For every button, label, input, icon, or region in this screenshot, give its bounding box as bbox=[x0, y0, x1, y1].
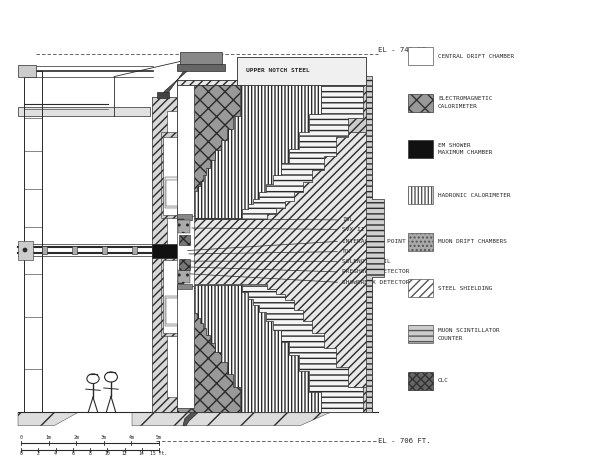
Bar bbox=[157, 92, 169, 98]
Bar bbox=[177, 216, 194, 286]
Bar bbox=[178, 220, 190, 233]
Text: 4m: 4m bbox=[128, 435, 134, 440]
Text: CENTRAL DRIFT CHAMBER: CENTRAL DRIFT CHAMBER bbox=[438, 54, 514, 59]
Polygon shape bbox=[18, 412, 78, 426]
Bar bbox=[177, 286, 194, 408]
Bar bbox=[408, 325, 433, 343]
Bar bbox=[408, 233, 433, 251]
Bar bbox=[178, 219, 184, 223]
Bar bbox=[179, 259, 190, 270]
Text: 0: 0 bbox=[20, 435, 22, 440]
Bar bbox=[177, 64, 225, 71]
Polygon shape bbox=[132, 412, 330, 426]
Bar bbox=[18, 241, 33, 260]
Polygon shape bbox=[177, 286, 240, 412]
Text: MUON DRIFT CHAMBERS: MUON DRIFT CHAMBERS bbox=[438, 239, 507, 244]
Text: 15 ft.: 15 ft. bbox=[151, 451, 167, 456]
Text: END
PLUG
BOX: END PLUG BOX bbox=[167, 292, 176, 306]
Text: EL - 745 FT.: EL - 745 FT. bbox=[378, 47, 431, 53]
Bar bbox=[165, 177, 182, 208]
Text: 10: 10 bbox=[104, 451, 110, 456]
Text: HADRONIC CALORIMETER: HADRONIC CALORIMETER bbox=[438, 193, 511, 198]
Bar bbox=[132, 246, 137, 254]
Text: 3m: 3m bbox=[101, 435, 107, 440]
Text: 12: 12 bbox=[122, 451, 127, 456]
Text: CLC: CLC bbox=[438, 378, 449, 383]
Text: COUNTER: COUNTER bbox=[438, 336, 463, 341]
Text: STEEL SHIELDING: STEEL SHIELDING bbox=[438, 286, 493, 290]
Bar bbox=[165, 296, 182, 326]
Bar bbox=[408, 279, 433, 297]
Bar bbox=[237, 57, 366, 85]
Bar bbox=[408, 47, 433, 65]
Bar bbox=[178, 270, 190, 283]
Text: TOF: TOF bbox=[342, 249, 353, 254]
Bar bbox=[408, 140, 433, 158]
Polygon shape bbox=[177, 85, 369, 132]
Bar bbox=[408, 372, 433, 390]
Bar bbox=[178, 280, 184, 284]
Polygon shape bbox=[366, 76, 384, 412]
Text: 0: 0 bbox=[20, 451, 22, 456]
Text: 4: 4 bbox=[54, 451, 57, 456]
Bar bbox=[166, 180, 181, 206]
Text: SVX II: SVX II bbox=[342, 227, 364, 232]
Bar bbox=[163, 260, 187, 333]
Polygon shape bbox=[177, 85, 240, 217]
Text: 6: 6 bbox=[71, 451, 74, 456]
Text: MAXIMUM CHAMBER: MAXIMUM CHAMBER bbox=[438, 150, 493, 156]
Bar bbox=[177, 80, 372, 412]
Bar bbox=[102, 246, 107, 254]
Polygon shape bbox=[177, 387, 369, 412]
Text: ELECTROMAGNETIC: ELECTROMAGNETIC bbox=[438, 96, 493, 101]
Text: EM SHOWER: EM SHOWER bbox=[438, 142, 470, 148]
Text: 2: 2 bbox=[37, 451, 40, 456]
Text: 8: 8 bbox=[89, 451, 91, 456]
Bar bbox=[166, 298, 181, 324]
Polygon shape bbox=[183, 384, 228, 426]
Bar bbox=[72, 246, 77, 254]
Text: 5m: 5m bbox=[156, 435, 162, 440]
Text: EL - 706 FT.: EL - 706 FT. bbox=[378, 438, 431, 444]
Bar bbox=[408, 186, 433, 204]
Text: MUON SCINTILLATOR: MUON SCINTILLATOR bbox=[438, 328, 500, 333]
Bar bbox=[177, 85, 194, 218]
Bar bbox=[180, 52, 222, 66]
Text: 14: 14 bbox=[139, 451, 145, 456]
Bar bbox=[163, 137, 187, 215]
Text: SOLENOID COIL: SOLENOID COIL bbox=[342, 259, 391, 264]
Text: SHOWERMAX DETECTOR: SHOWERMAX DETECTOR bbox=[342, 280, 409, 285]
Bar bbox=[177, 284, 192, 289]
Bar bbox=[18, 107, 150, 116]
Bar bbox=[179, 235, 190, 245]
Polygon shape bbox=[177, 285, 321, 412]
Bar bbox=[177, 214, 192, 220]
Text: 2m: 2m bbox=[73, 435, 79, 440]
Text: INTERACTION POINT (B0): INTERACTION POINT (B0) bbox=[342, 239, 424, 244]
Polygon shape bbox=[177, 85, 363, 219]
Polygon shape bbox=[177, 284, 363, 412]
Text: UPPER NOTCH STEEL: UPPER NOTCH STEEL bbox=[246, 68, 310, 72]
Text: END
PLUG
BOX: END PLUG BOX bbox=[167, 175, 176, 189]
Bar bbox=[161, 256, 191, 336]
Text: CALORIMETER: CALORIMETER bbox=[438, 104, 478, 109]
Bar bbox=[152, 97, 182, 412]
Bar bbox=[408, 94, 433, 112]
Polygon shape bbox=[177, 85, 321, 218]
Polygon shape bbox=[162, 54, 219, 95]
Text: ISL: ISL bbox=[342, 218, 353, 222]
Bar bbox=[152, 244, 182, 258]
Text: PRESHOWER DETECTOR: PRESHOWER DETECTOR bbox=[342, 270, 409, 274]
Bar bbox=[42, 246, 47, 254]
Bar bbox=[161, 132, 191, 218]
Bar bbox=[167, 111, 178, 397]
Bar bbox=[18, 65, 36, 77]
Text: 1m: 1m bbox=[46, 435, 52, 440]
